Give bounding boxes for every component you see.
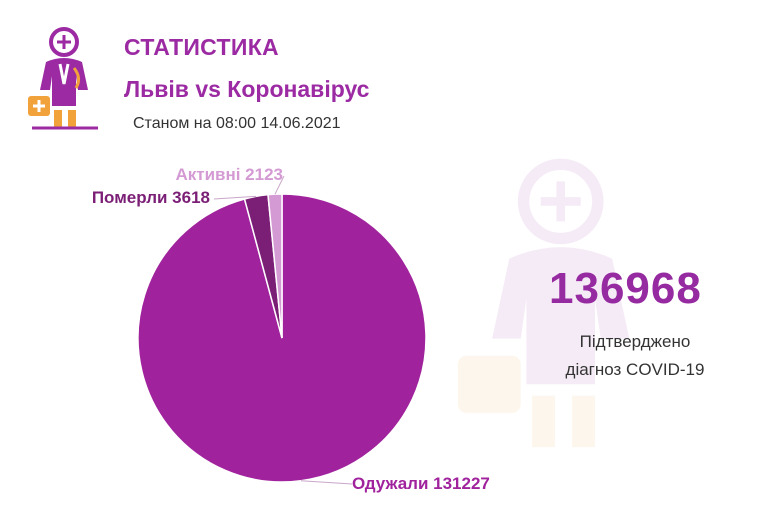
page-title: СТАТИСТИКА — [124, 34, 279, 60]
label-recovered-leader — [300, 480, 353, 485]
caption-line-2: діагноз COVID-19 — [565, 360, 705, 379]
total-confirmed: 136968 — [549, 264, 702, 313]
caption-line-1: Підтверджено — [579, 332, 691, 351]
label-deaths: Померли 3618 — [92, 188, 210, 207]
total-caption: Підтверджено діагноз COVID-19 — [540, 328, 730, 384]
label-deaths-leader — [213, 195, 257, 200]
as-of-date: Станом на 08:00 14.06.2021 — [133, 115, 341, 132]
page-subtitle: Львів vs Коронавірус — [124, 76, 370, 102]
label-active: Активні 2123 — [175, 165, 283, 184]
label-active-leader — [274, 175, 285, 195]
label-recovered: Одужали 131227 — [352, 474, 490, 493]
doctor-watermark-icon — [457, 158, 630, 448]
doctor-icon — [28, 27, 98, 130]
